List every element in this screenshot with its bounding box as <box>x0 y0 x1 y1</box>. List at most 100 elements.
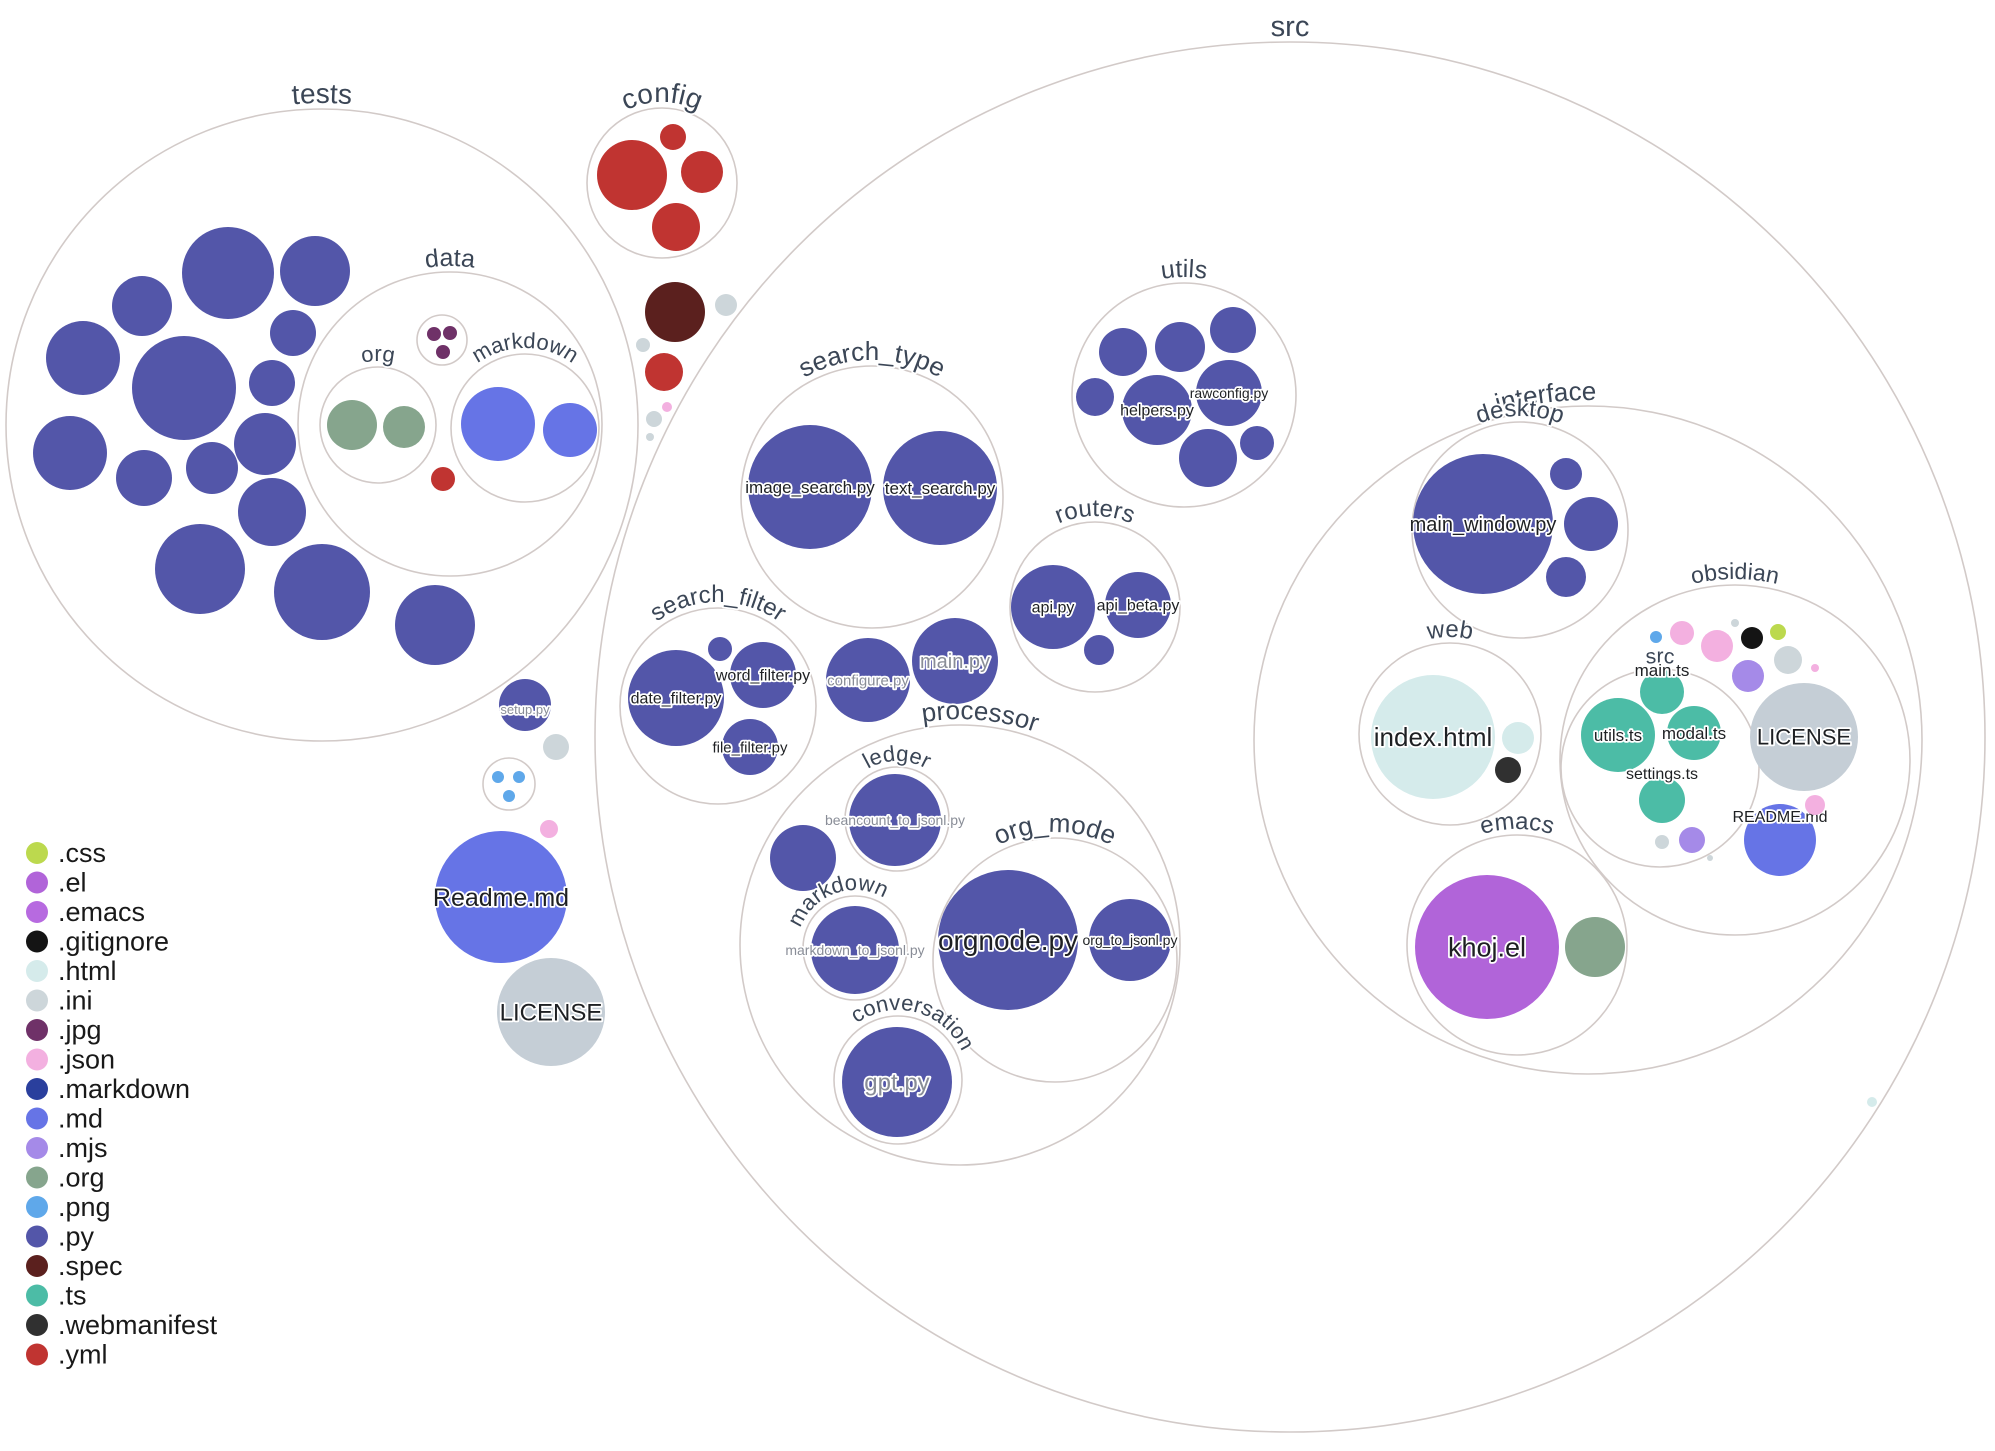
file-circle <box>1546 557 1586 597</box>
legend-label: .html <box>58 956 117 986</box>
file-circle-.py <box>132 336 236 440</box>
legend-label: .py <box>58 1222 95 1252</box>
file-circle-.md <box>1744 804 1816 876</box>
legend-label: .json <box>58 1045 115 1075</box>
file-circle-.org <box>1565 917 1625 977</box>
file-circle <box>249 360 295 406</box>
file-orgnode.py: orgnode.py <box>936 870 1080 1010</box>
file-circle <box>1679 827 1705 853</box>
legend-dot <box>26 1314 48 1336</box>
file-circle-.org <box>383 406 425 448</box>
file-image_search.py: image_search.py <box>744 425 877 549</box>
directory-circle <box>416 314 468 366</box>
legend-item-html: .html <box>26 956 117 986</box>
file-circle <box>1550 458 1582 490</box>
directory-label-arc: data <box>422 242 479 275</box>
file-circle <box>155 524 245 614</box>
file-circle <box>652 203 700 251</box>
file-circle-.json <box>662 402 672 412</box>
file-label: api.py <box>1032 600 1075 617</box>
file-label: README.md <box>1732 809 1827 826</box>
file-circle-.yml <box>652 203 700 251</box>
legend-dot <box>26 842 48 864</box>
file-circle <box>1155 322 1205 372</box>
file-circle-.py <box>811 906 899 994</box>
file-circle-.jpg <box>427 327 441 341</box>
legend-dot <box>26 1225 48 1248</box>
file-label: api_beta.py <box>1097 598 1180 615</box>
file-circle-.spec <box>645 282 705 342</box>
file-circle <box>1655 835 1669 849</box>
file-label: file_filter.py <box>712 739 788 756</box>
file-circle-.json <box>1805 795 1825 815</box>
legend-item-ini: .ini <box>26 986 93 1016</box>
file-circle-.json <box>1670 621 1694 645</box>
file-circle-.el <box>1415 875 1559 1019</box>
file-circle-.ts <box>1581 698 1655 772</box>
file-circle <box>280 236 350 306</box>
legend-dot <box>26 1343 48 1366</box>
legend-item-emacs: .emacs <box>26 897 145 927</box>
file-circle <box>270 310 316 356</box>
legend-dot <box>26 1107 48 1130</box>
file-circle-.png <box>503 790 515 802</box>
legend-item-org: .org <box>26 1163 105 1193</box>
file-circle <box>33 416 107 490</box>
file-LICENSE: LICENSE <box>1750 683 1858 791</box>
file-label: setup.py <box>500 702 550 717</box>
file-circle-.png <box>492 771 504 783</box>
file-circle <box>327 400 377 450</box>
file-helpers.py: helpers.py <box>1118 375 1196 445</box>
file-circle-.html <box>1867 1097 1877 1107</box>
file-circle-.py <box>234 413 296 475</box>
file-circle-.html <box>1371 675 1495 799</box>
file-circle <box>1564 497 1618 551</box>
file-circle <box>1670 621 1694 645</box>
file-circle <box>383 406 425 448</box>
file-circle-.py <box>112 276 172 336</box>
legend-item-ts: .ts <box>26 1281 87 1311</box>
file-circle <box>513 771 525 783</box>
file-api.py: api.py <box>1011 565 1095 649</box>
file-beancount_to_jsonl.py: beancount_to_jsonl.py <box>823 774 967 866</box>
legend-dot <box>26 960 48 982</box>
file-circle-.py <box>1564 497 1618 551</box>
legend-item-yml: .yml <box>26 1340 108 1370</box>
file-circle <box>543 403 597 457</box>
file-circle <box>274 544 370 640</box>
file-label: main_window.py <box>1410 514 1557 536</box>
file-gpt.py: gpt.py <box>842 1027 952 1137</box>
file-circle <box>660 124 686 150</box>
file-circle-.py <box>280 236 350 306</box>
file-word_filter.py: word_filter.py <box>713 642 812 708</box>
file-circle <box>646 411 662 427</box>
legend-dot <box>26 1284 48 1307</box>
file-circle-.py <box>33 416 107 490</box>
legend-item-md: .md <box>26 1104 103 1134</box>
file-circle-.py <box>826 638 910 722</box>
file-circle-.py <box>186 442 238 494</box>
file-circle-.py <box>1122 375 1192 445</box>
file-circle-.py <box>1546 557 1586 597</box>
file-circle-.html <box>1502 722 1534 754</box>
file-circle <box>770 825 836 891</box>
file-circle <box>1240 426 1274 460</box>
file-circle-.py <box>1084 635 1114 665</box>
legend-item-markdown: .markdown <box>26 1074 190 1104</box>
file-circle-.md <box>435 831 567 963</box>
legend-item-el: .el <box>26 868 87 898</box>
file-label: helpers.py <box>1120 403 1194 420</box>
file-README.md: README.md <box>1731 804 1829 876</box>
file-circle <box>1495 757 1521 783</box>
file-circle-.py <box>1099 328 1147 376</box>
file-circle <box>1774 646 1802 674</box>
file-Readme.md: Readme.md <box>431 831 571 963</box>
directory-label: src <box>1645 645 1676 669</box>
legend-label: .md <box>58 1104 103 1134</box>
file-label: markdown_to_jsonl.py <box>785 942 924 958</box>
file-circle-.py <box>1196 360 1262 426</box>
file-circle-.py <box>238 478 306 546</box>
file-circle <box>436 345 450 359</box>
